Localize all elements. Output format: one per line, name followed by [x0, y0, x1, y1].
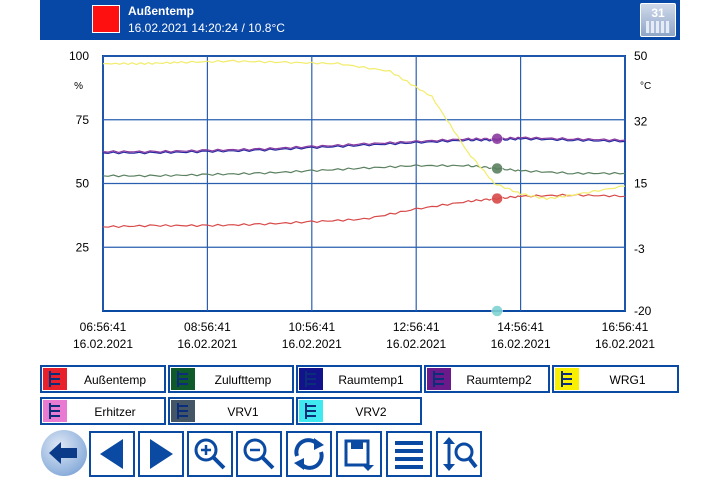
- zoom-out-button[interactable]: [236, 431, 282, 477]
- y-left-tick-label: 25: [76, 240, 90, 254]
- legend-series-icon: [299, 400, 323, 422]
- series-marker-außentemp: [491, 192, 503, 205]
- x-tick-date: 16.02.2021: [73, 337, 133, 351]
- legend-item-raumtemp1[interactable]: Raumtemp1: [296, 365, 422, 393]
- y-right-unit: °C: [640, 81, 651, 92]
- previous-icon: [100, 439, 123, 469]
- series-marker-vrv2: [491, 305, 503, 317]
- calendar-grid-icon: [646, 21, 670, 33]
- zoom-out-icon: [243, 438, 275, 470]
- y-left-unit: %: [74, 81, 83, 92]
- header-color-swatch: [92, 5, 120, 33]
- x-tick-time: 10:56:41: [288, 320, 335, 334]
- x-tick-date: 16.02.2021: [177, 337, 237, 351]
- vertical-zoom-button[interactable]: [436, 431, 482, 477]
- save-export-icon: [344, 439, 374, 471]
- legend-label: VRV2: [355, 405, 387, 419]
- legend-item-erhitzer[interactable]: Erhitzer: [40, 397, 166, 425]
- y-right-tick-label: -3: [634, 242, 645, 256]
- calendar-icon: 31: [651, 6, 665, 20]
- refresh-icon: [294, 438, 324, 470]
- legend-label: Erhitzer: [94, 405, 136, 419]
- y-left-tick-label: 50: [76, 177, 90, 191]
- legend-series-icon: [43, 400, 67, 422]
- y-right-tick-label: 15: [634, 177, 648, 191]
- legend-item-vrv1[interactable]: VRV1: [168, 397, 294, 425]
- x-tick-time: 12:56:41: [393, 320, 440, 334]
- legend-series-icon: [171, 400, 195, 422]
- back-arrow-icon: [49, 442, 77, 464]
- legend-label: Außentemp: [83, 373, 147, 387]
- y-left-tick-label: 75: [76, 113, 90, 127]
- vertical-zoom-icon: [443, 437, 478, 471]
- zoom-in-icon: [194, 438, 226, 470]
- trend-chart[interactable]: 100 75 50 25% 50 32 15 -3 -20 °C 06:56:41 16.02.202…: [0, 40, 720, 360]
- x-tick-date: 16.02.2021: [282, 337, 342, 351]
- header-bar: [40, 0, 680, 40]
- y-right-tick-label: 32: [634, 115, 648, 129]
- series-marker-raumtemp2: [491, 132, 503, 145]
- x-tick-time: 14:56:41: [497, 320, 544, 334]
- series-marker-zulufttemp: [491, 162, 503, 175]
- series-line-raumtemp2: [102, 136, 626, 154]
- header-title: Außentemp: [128, 4, 194, 18]
- series-line-zulufttemp: [102, 164, 626, 178]
- x-tick-time: 08:56:41: [184, 320, 231, 334]
- x-tick-date: 16.02.2021: [595, 337, 655, 351]
- x-tick-time: 16:56:41: [602, 320, 649, 334]
- series-line-raumtemp1: [102, 137, 626, 155]
- next-button[interactable]: [138, 431, 184, 477]
- legend-label: WRG1: [609, 373, 646, 387]
- legend-label: Raumtemp2: [466, 373, 532, 387]
- x-tick-time: 06:56:41: [80, 320, 127, 334]
- legend-item-raumtemp2[interactable]: Raumtemp2: [424, 365, 550, 393]
- legend-series-icon: [171, 368, 195, 390]
- calendar-button[interactable]: 31: [640, 3, 676, 37]
- y-right-tick-label: -20: [634, 304, 652, 318]
- x-tick-date: 16.02.2021: [386, 337, 446, 351]
- legend-series-icon: [43, 368, 67, 390]
- zoom-in-button[interactable]: [187, 431, 233, 477]
- legend-item-zulufttemp[interactable]: Zulufttemp: [168, 365, 294, 393]
- legend-series-icon: [427, 368, 451, 390]
- x-tick-date: 16.02.2021: [491, 337, 551, 351]
- y-right-tick-label: 50: [634, 49, 648, 63]
- export-button[interactable]: [336, 431, 382, 477]
- back-button[interactable]: [41, 430, 87, 476]
- refresh-button[interactable]: [286, 431, 332, 477]
- list-button[interactable]: [386, 431, 432, 477]
- header-subtitle: 16.02.2021 14:20:24 / 10.8°C: [128, 21, 285, 35]
- legend-item-wrg1[interactable]: WRG1: [552, 365, 679, 393]
- legend-series-icon: [299, 368, 323, 390]
- legend-label: Raumtemp1: [338, 373, 404, 387]
- previous-button[interactable]: [89, 431, 135, 477]
- legend-item-außentemp[interactable]: Außentemp: [40, 365, 166, 393]
- list-icon: [395, 441, 423, 469]
- legend-item-vrv2[interactable]: VRV2: [296, 397, 422, 425]
- legend-series-icon: [555, 368, 579, 390]
- next-icon: [150, 439, 173, 469]
- legend-label: Zulufttemp: [214, 373, 272, 387]
- legend-label: VRV1: [227, 405, 259, 419]
- y-left-tick-label: 100: [69, 49, 89, 63]
- series-line-wrg1: [102, 59, 625, 201]
